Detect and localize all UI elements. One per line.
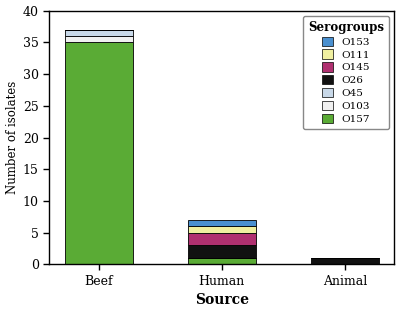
Y-axis label: Number of isolates: Number of isolates <box>6 81 18 194</box>
Bar <box>65 42 132 264</box>
Bar <box>188 245 256 258</box>
X-axis label: Source: Source <box>195 294 249 307</box>
Bar <box>65 30 132 36</box>
Bar <box>65 36 132 42</box>
Bar <box>188 226 256 233</box>
Bar <box>311 258 379 264</box>
Bar <box>188 233 256 245</box>
Bar <box>188 220 256 226</box>
Bar <box>188 258 256 264</box>
Legend: O153, O111, O145, O26, O45, O103, O157: O153, O111, O145, O26, O45, O103, O157 <box>303 16 389 129</box>
